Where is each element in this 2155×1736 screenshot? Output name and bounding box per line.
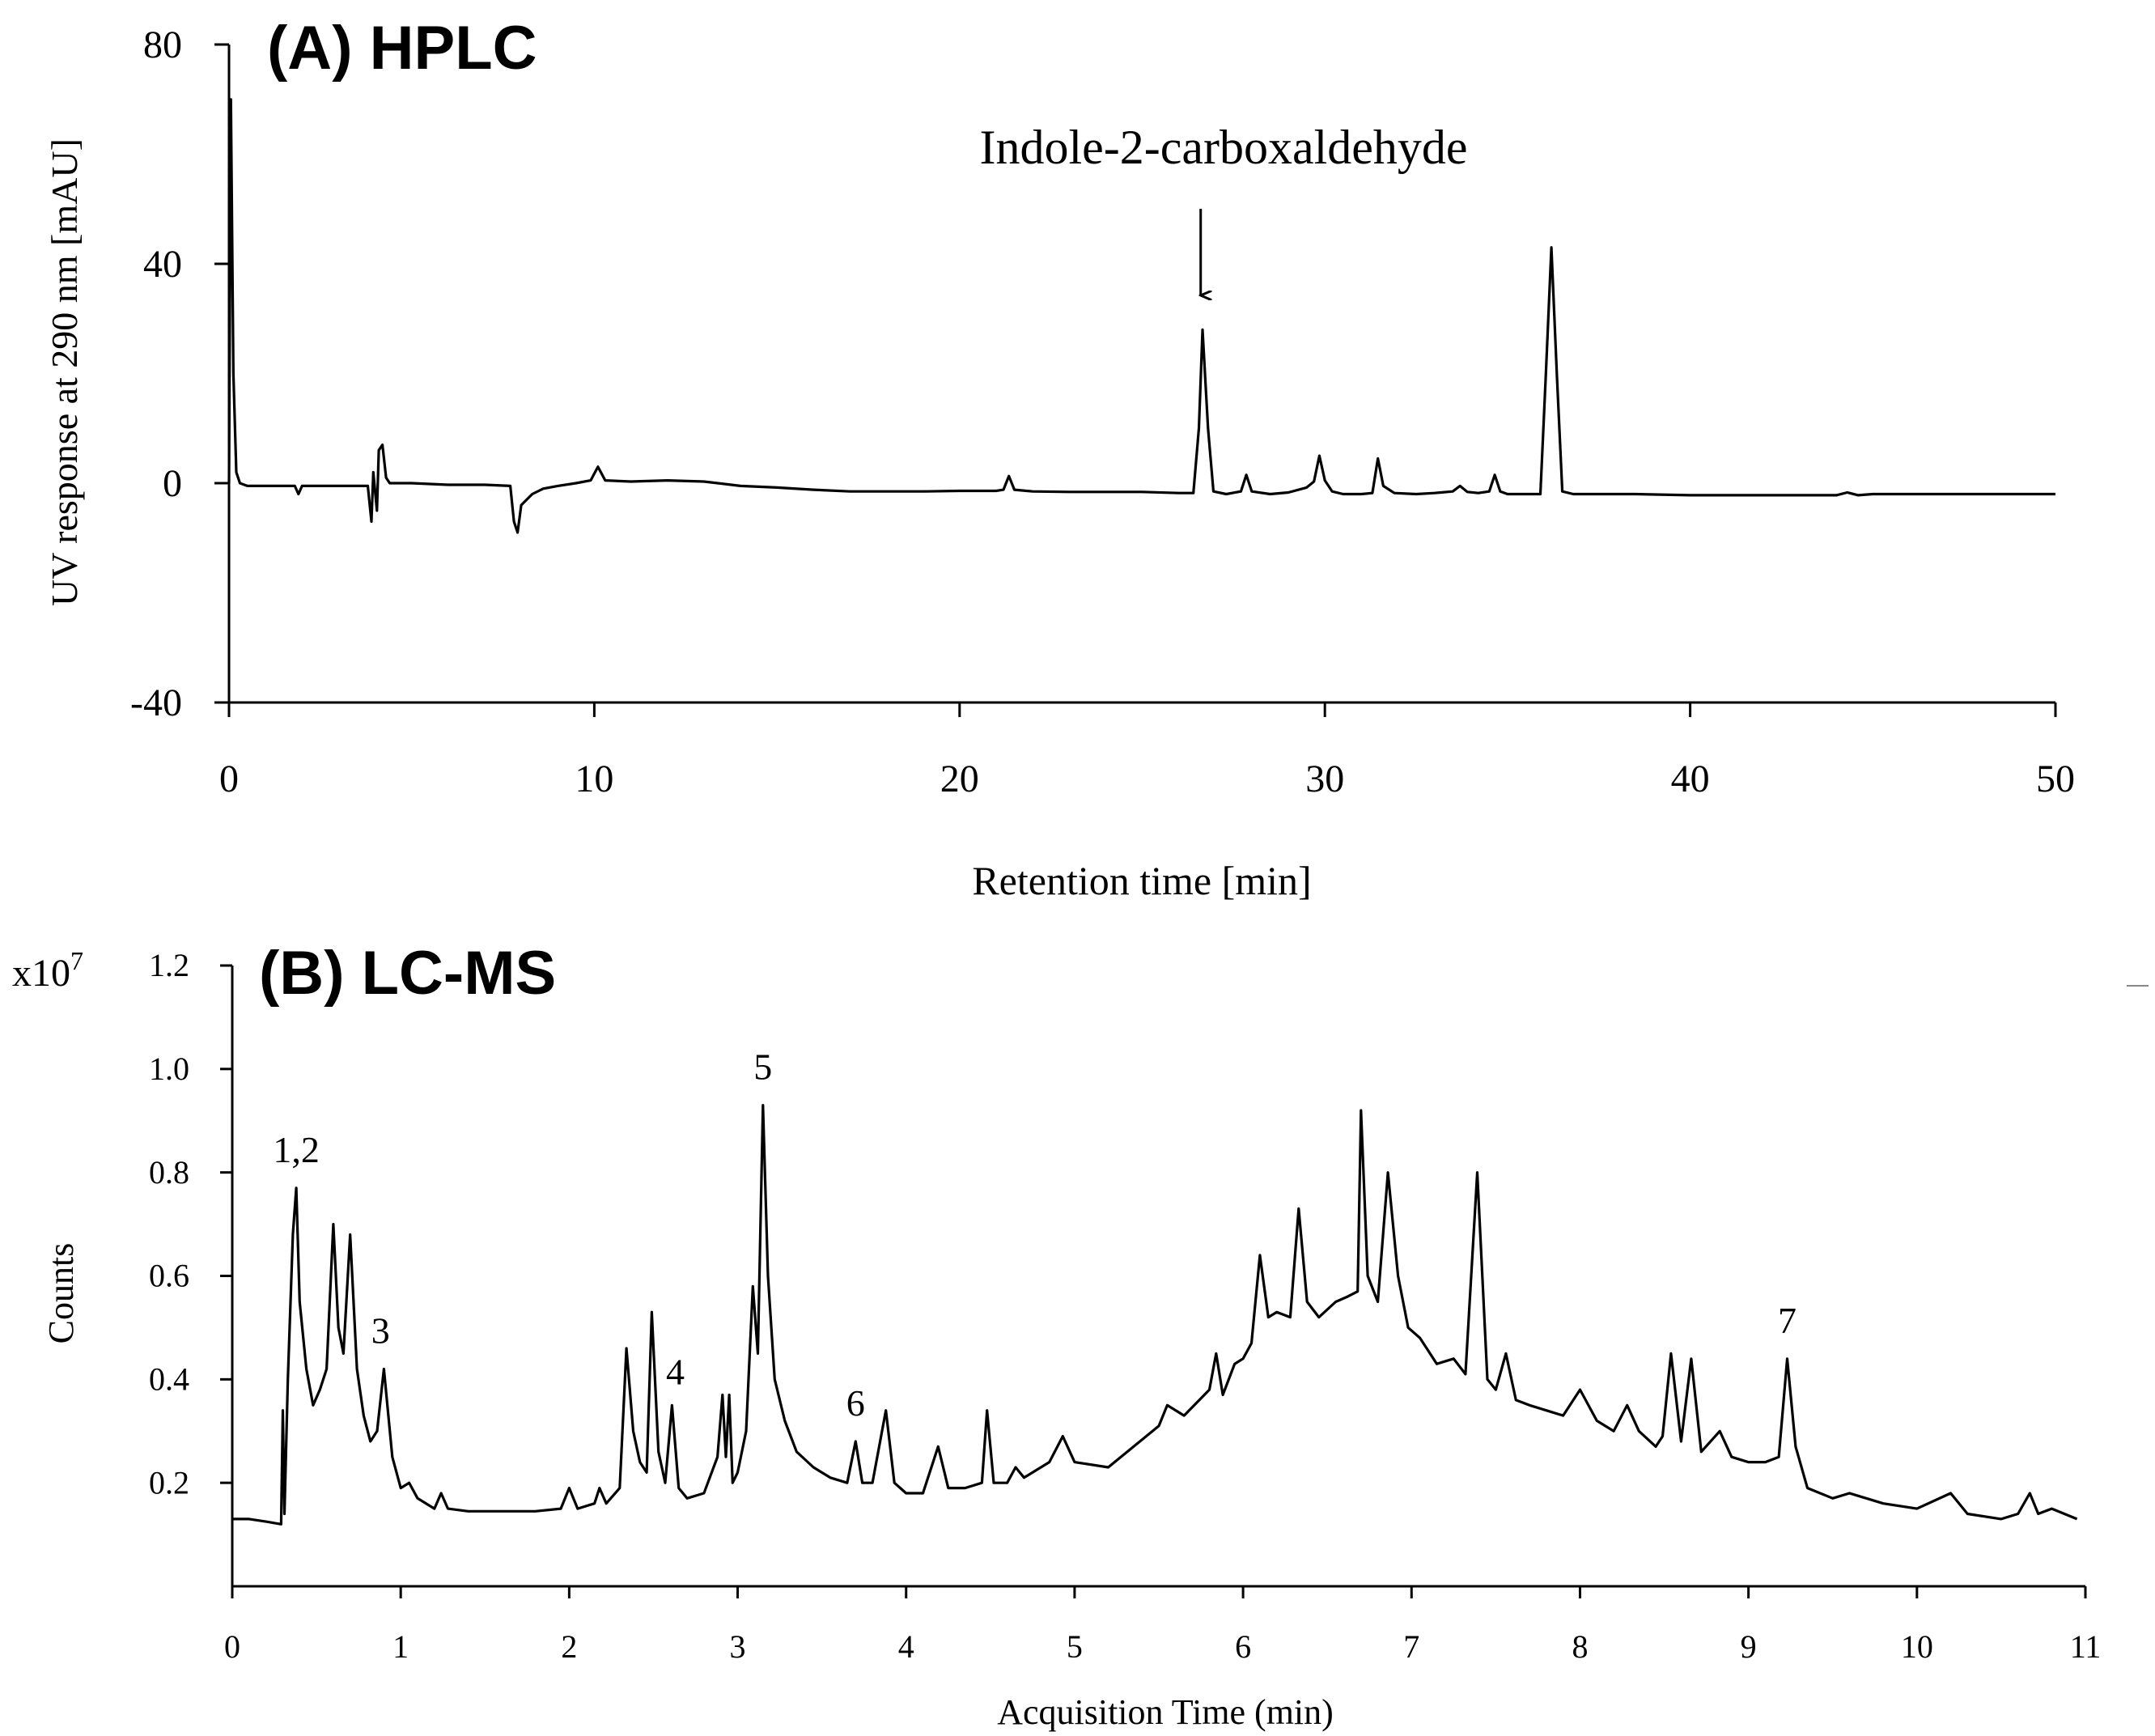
peak-label: 5 xyxy=(753,1046,772,1088)
peak-label: 6 xyxy=(846,1382,865,1424)
panel-hplc: 0 10 20 30 40 50 80 40 0 -40 (A) HPLC Retention tim… xyxy=(44,14,2075,903)
y-multiplier-base: x10 xyxy=(12,952,70,995)
y-tick-label: -40 xyxy=(130,681,182,724)
x-tick-label: 11 xyxy=(2070,1628,2102,1665)
series-line xyxy=(232,1104,2078,1526)
series-line xyxy=(227,98,2055,534)
x-tick-label: 10 xyxy=(1901,1628,1933,1665)
x-tick-label: 6 xyxy=(1235,1628,1251,1665)
peak-label: 3 xyxy=(371,1310,390,1352)
x-tick-label: 7 xyxy=(1403,1628,1419,1665)
y-multiplier-exponent: 7 xyxy=(70,946,83,975)
y-axis-label: Counts xyxy=(41,1243,81,1344)
x-tick-label: 9 xyxy=(1741,1628,1757,1665)
peak-label: 4 xyxy=(666,1352,685,1393)
annotation-label: Indole-2-carboxaldehyde xyxy=(979,121,1467,174)
panel-lcms: 0 1 2 3 4 5 6 7 8 9 10 11 0.2 0.4 0.6 0.8 1.0 1.2 (B) LC-M… xyxy=(12,939,2101,1732)
y-tick-label: 0.4 xyxy=(149,1361,189,1398)
x-tick-label: 40 xyxy=(1671,758,1710,800)
y-multiplier: x107 xyxy=(12,946,83,995)
x-axis-label: Retention time [min] xyxy=(972,858,1311,903)
y-tick-label: 1.2 xyxy=(149,947,189,983)
x-tick-label: 8 xyxy=(1572,1628,1588,1665)
x-tick-label: 20 xyxy=(940,758,979,800)
x-tick-label: 5 xyxy=(1067,1628,1083,1665)
y-axis-label: UV response at 290 nm [mAU] xyxy=(44,138,85,606)
x-tick-label: 4 xyxy=(898,1628,914,1665)
x-tick-label: 0 xyxy=(224,1628,240,1665)
y-tick-label: 0 xyxy=(163,462,182,505)
y-tick-label: 0.6 xyxy=(149,1258,189,1294)
y-tick-label: 40 xyxy=(143,243,182,286)
peak-label: 7 xyxy=(1778,1300,1797,1341)
peak-label: 1,2 xyxy=(273,1129,320,1170)
x-tick-label: 3 xyxy=(730,1628,746,1665)
x-tick-label: 50 xyxy=(2036,758,2075,800)
y-tick-label: 0.2 xyxy=(149,1464,189,1500)
x-tick-label: 2 xyxy=(561,1628,577,1665)
y-tick-label: 80 xyxy=(143,23,182,66)
x-axis-label: Acquisition Time (min) xyxy=(997,1692,1334,1732)
panel-title: (B) LC-MS xyxy=(259,939,556,1008)
x-tick-label: 30 xyxy=(1305,758,1344,800)
panel-title: (A) HPLC xyxy=(267,14,537,83)
y-tick-label: 1.0 xyxy=(149,1051,189,1087)
x-tick-label: 1 xyxy=(392,1628,409,1665)
x-tick-label: 10 xyxy=(575,758,613,800)
x-tick-label: 0 xyxy=(219,758,239,800)
y-tick-label: 0.8 xyxy=(149,1154,189,1191)
